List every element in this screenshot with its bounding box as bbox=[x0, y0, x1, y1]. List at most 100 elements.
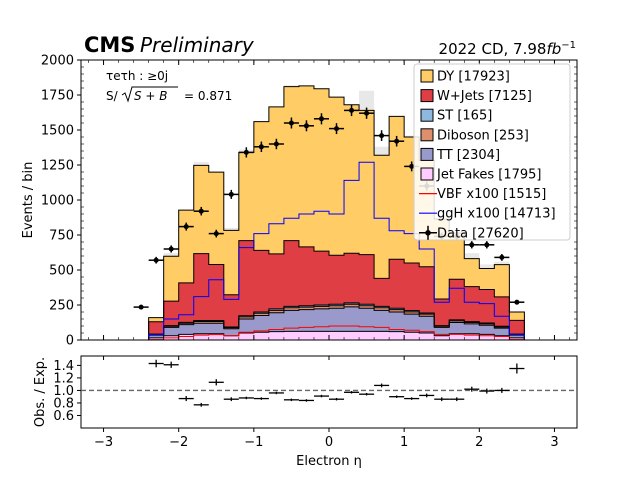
data-point bbox=[479, 241, 495, 249]
ratio-x-tick-label: 1 bbox=[400, 435, 408, 450]
legend: DY [17923] W+Jets [7125] ST [165] Diboson [… bbox=[413, 63, 571, 241]
y-tick-label: 0 bbox=[66, 334, 74, 349]
data-point bbox=[329, 123, 345, 135]
ratio-point bbox=[374, 383, 390, 388]
svg-text:= 0.871: = 0.871 bbox=[184, 89, 232, 103]
ratio-x-tick-label: −1 bbox=[244, 435, 263, 450]
y-tick-label: 500 bbox=[49, 264, 74, 279]
legend-label: Data [27620] bbox=[437, 226, 524, 241]
ratio-plot: 0.60.81.01.21.4 −3 −2 −1 0 1 2 3 Electron η Obs. … bbox=[33, 355, 578, 469]
legend-item-ggh: ggH x100 [14713] bbox=[419, 207, 556, 222]
stack-outline-dy bbox=[103, 85, 555, 341]
ratio-x-tick-label: 2 bbox=[475, 435, 483, 450]
y-tick-label: 2000 bbox=[41, 54, 74, 69]
ratio-x-tick-label: 0 bbox=[325, 435, 333, 450]
data-point bbox=[283, 117, 299, 129]
legend-label: VBF x100 [1515] bbox=[437, 187, 546, 202]
channel-label: τeτh : ≥0j bbox=[106, 69, 168, 83]
ratio-point bbox=[268, 391, 284, 395]
ratio-point bbox=[178, 396, 194, 402]
legend-label: Diboson [253] bbox=[437, 128, 529, 143]
y-tick-label: 1750 bbox=[41, 89, 74, 104]
x-axis-label: Electron η bbox=[296, 454, 362, 469]
ratio-y-tick-label: 1.2 bbox=[53, 371, 74, 386]
ratio-point bbox=[404, 397, 420, 400]
ratio-point bbox=[389, 395, 405, 398]
ratio-point bbox=[223, 397, 239, 402]
data-point bbox=[253, 141, 269, 153]
ratio-point bbox=[359, 392, 375, 396]
y-tick-label: 1250 bbox=[41, 159, 74, 174]
legend-label: ggH x100 [14713] bbox=[437, 207, 556, 222]
stack-outline-jetfakes bbox=[103, 330, 555, 341]
data-point bbox=[133, 304, 149, 310]
main-plot: 0 250 500 750 1000 1250 1500 1750 2000 Events / b… bbox=[21, 54, 578, 349]
legend-swatch bbox=[420, 167, 434, 181]
y-tick-label: 750 bbox=[49, 229, 74, 244]
data-point bbox=[359, 107, 375, 119]
stack-wjets bbox=[103, 240, 555, 340]
legend-marker bbox=[425, 230, 431, 236]
legend-swatch bbox=[420, 108, 434, 122]
ratio-axes-frame bbox=[80, 355, 578, 429]
data-point bbox=[298, 120, 314, 132]
ratio-point bbox=[479, 388, 495, 394]
y-tick-label: 1500 bbox=[41, 124, 74, 139]
data-point bbox=[344, 104, 360, 117]
ratio-y-axis-label: Obs. / Exp. bbox=[33, 357, 48, 427]
ratio-point bbox=[419, 393, 435, 398]
ratio-point bbox=[148, 359, 164, 368]
ratio-y-tick-label: 1.4 bbox=[53, 359, 74, 374]
ratio-point bbox=[208, 379, 224, 386]
legend-box bbox=[413, 63, 571, 241]
ratio-y-tick-label: 0.8 bbox=[53, 396, 74, 411]
stack-outline-tt bbox=[103, 306, 555, 341]
legend-item-dy: DY [17923] bbox=[420, 69, 510, 85]
cms-label: CMS bbox=[84, 33, 135, 57]
legend-label: W+Jets [7125] bbox=[437, 89, 532, 104]
data-point bbox=[208, 229, 224, 238]
legend-label: ST [165] bbox=[437, 109, 492, 124]
ratio-point bbox=[329, 397, 345, 401]
data-point bbox=[178, 222, 194, 231]
y-tick-label: 1000 bbox=[41, 194, 74, 209]
data-point bbox=[223, 189, 239, 199]
ratio-point bbox=[434, 397, 450, 402]
legend-swatch bbox=[420, 69, 434, 83]
stack-outline-st bbox=[103, 302, 555, 341]
legend-swatch bbox=[420, 147, 434, 161]
stack-tt bbox=[103, 306, 555, 340]
y-tick-label: 250 bbox=[49, 299, 74, 314]
ratio-x-tick-label: −3 bbox=[94, 435, 113, 450]
sqrt-sign bbox=[121, 86, 178, 103]
legend-swatch bbox=[420, 128, 434, 142]
legend-label: Jet Fakes [1795] bbox=[436, 168, 542, 183]
data-point bbox=[313, 113, 329, 125]
legend-item-data: Data [27620] bbox=[419, 225, 524, 241]
data-point bbox=[494, 253, 510, 261]
data-point bbox=[464, 241, 480, 249]
data-point bbox=[374, 130, 390, 141]
ratio-y-tick-label: 1.0 bbox=[53, 384, 74, 399]
significance-label: S/ S + B = 0.871 bbox=[106, 86, 232, 103]
legend-label: DY [17923] bbox=[437, 70, 510, 85]
svg-text:S/: S/ bbox=[106, 89, 119, 103]
data-point bbox=[268, 138, 284, 150]
ratio-point bbox=[163, 361, 179, 368]
y-axis-label: Events / bin bbox=[21, 162, 36, 239]
ratio-point bbox=[509, 363, 525, 374]
ratio-point bbox=[298, 399, 314, 402]
ratio-point bbox=[494, 387, 510, 393]
ratio-y-tick-label: 0.6 bbox=[53, 409, 74, 424]
data-point bbox=[509, 299, 525, 305]
legend-item-diboson: Diboson [253] bbox=[420, 128, 529, 143]
data-point bbox=[238, 147, 254, 158]
legend-swatch bbox=[420, 89, 434, 103]
legend-item-tt: TT [2304] bbox=[420, 147, 500, 163]
ratio-point bbox=[283, 398, 299, 402]
legend-item-vbf: VBF x100 [1515] bbox=[419, 187, 546, 202]
luminosity-label: 2022 CD, 7.98fb−1 bbox=[439, 40, 576, 58]
ratio-point bbox=[238, 396, 254, 400]
svg-text:S + B: S + B bbox=[134, 89, 168, 103]
